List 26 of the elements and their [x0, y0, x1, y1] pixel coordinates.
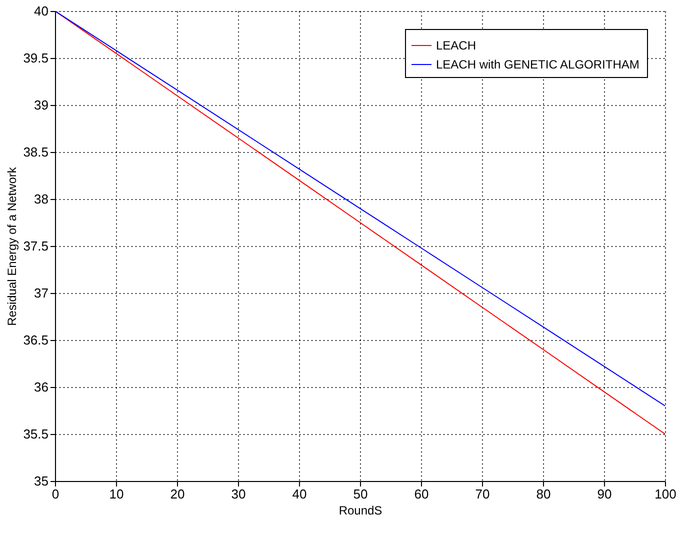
y-tick-label: 40	[34, 4, 48, 18]
x-tick-label: 90	[597, 486, 612, 502]
y-tick-label: 36.5	[23, 332, 48, 348]
x-tick-label: 40	[292, 486, 307, 502]
legend-label: LEACH	[436, 38, 476, 52]
x-tick-label: 60	[414, 486, 429, 502]
x-tick-label: 50	[353, 486, 368, 502]
y-tick-label: 38	[34, 192, 48, 206]
x-tick-label: 10	[109, 486, 124, 502]
x-tick-label: 0	[52, 486, 60, 502]
y-tick-label: 35	[34, 474, 48, 488]
y-tick-label: 37	[34, 286, 48, 300]
x-tick-label: 80	[536, 486, 551, 502]
x-tick-label: 70	[475, 486, 490, 502]
y-tick-label: 36	[34, 380, 48, 394]
y-axis-title: Residual Energy of a Network	[5, 166, 20, 326]
y-tick-label: 38.5	[23, 144, 48, 160]
y-tick-label: 37.5	[23, 238, 48, 254]
x-tick-label: 100	[654, 486, 676, 502]
y-tick-label: 39.5	[23, 50, 48, 66]
y-tick-label: 39	[34, 98, 48, 112]
legend-label: LEACH with GENETIC ALGORITHAM	[436, 58, 640, 72]
x-tick-label: 30	[231, 486, 246, 502]
y-tick-label: 35.5	[23, 426, 48, 442]
x-axis-title: RoundS	[338, 504, 382, 518]
x-tick-label: 20	[170, 486, 185, 502]
